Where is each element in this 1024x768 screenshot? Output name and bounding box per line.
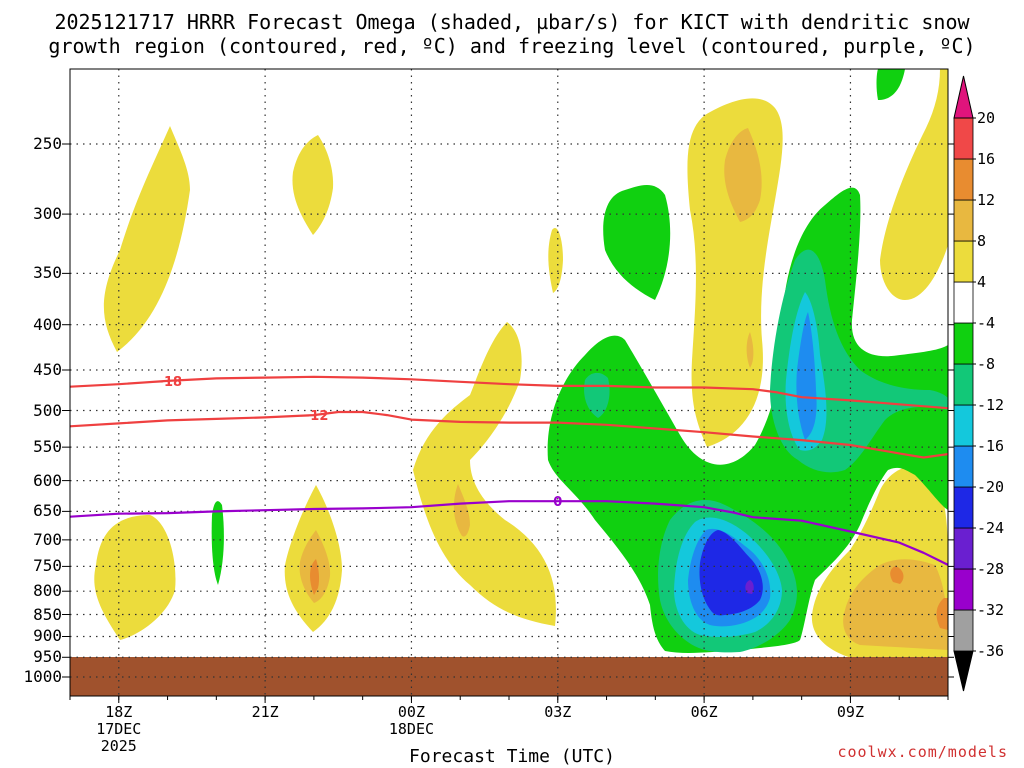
omega-region-20z bbox=[211, 501, 224, 585]
colorbar-segment bbox=[953, 568, 974, 611]
colorbar-level-label: -28 bbox=[977, 560, 1005, 578]
chart-title-line-2: growth region (contoured, red, ºC) and f… bbox=[48, 34, 976, 58]
y-tick-label: 550 bbox=[33, 437, 62, 457]
ground-terrain bbox=[70, 657, 948, 696]
colorbar-segment bbox=[953, 445, 974, 488]
omega-region-07z-purple bbox=[745, 580, 754, 594]
y-tick-label: 750 bbox=[33, 556, 62, 576]
y-tick-label: 950 bbox=[33, 647, 62, 667]
omega-region-10z-green bbox=[876, 69, 905, 100]
colorbar-level-label: -24 bbox=[977, 519, 1005, 537]
omega-region-21z-upper bbox=[292, 135, 334, 235]
colorbar-level-label: 4 bbox=[977, 273, 987, 291]
x-axis-label: Forecast Time (UTC) bbox=[409, 746, 615, 767]
x-tick-label: 21Z bbox=[251, 703, 279, 721]
x-tick-label: 00Z bbox=[397, 703, 425, 721]
colorbar-segment bbox=[953, 527, 974, 570]
x-tick-sub2: 2025 bbox=[100, 737, 137, 755]
grid-lines bbox=[70, 69, 948, 696]
y-tick-label: 700 bbox=[33, 529, 62, 549]
omega-region-06z-core bbox=[724, 128, 762, 222]
colorbar-segment bbox=[953, 240, 974, 283]
colorbar bbox=[953, 75, 976, 692]
y-tick-label: 500 bbox=[33, 400, 62, 420]
colorbar-segment bbox=[953, 609, 974, 652]
omega-region-03z-thin bbox=[548, 228, 563, 293]
colorbar-level-label: -36 bbox=[977, 642, 1005, 660]
colorbar-segment bbox=[953, 281, 974, 324]
x-tick-label: 06Z bbox=[690, 703, 718, 721]
omega-region-04z-upper bbox=[603, 185, 671, 300]
y-tick-label: 600 bbox=[33, 470, 62, 490]
colorbar-level-label: 20 bbox=[977, 109, 996, 127]
x-tick-sub1: 17DEC bbox=[96, 720, 142, 738]
colorbar-level-label: -32 bbox=[977, 601, 1005, 619]
y-tick-label: 900 bbox=[33, 626, 62, 646]
colorbar-level-label: -12 bbox=[977, 396, 1005, 414]
credit-text: coolwx.com/models bbox=[837, 743, 1008, 761]
omega-region-03z-teal bbox=[584, 372, 610, 418]
colorbar-level-label: -20 bbox=[977, 478, 1005, 496]
chart-title-line-1: 2025121717 HRRR Forecast Omega (shaded, … bbox=[54, 10, 970, 34]
y-axis bbox=[62, 143, 954, 678]
colorbar-segment bbox=[953, 486, 974, 529]
omega-region-10z-mid bbox=[843, 559, 948, 650]
contour-label: 0 bbox=[553, 495, 562, 510]
x-tick-label: 18Z bbox=[105, 703, 133, 721]
x-tick-label: 03Z bbox=[544, 703, 572, 721]
omega-region-18z-upper bbox=[103, 126, 190, 352]
contour-label: −12 bbox=[299, 409, 328, 424]
y-tick-label: 350 bbox=[33, 263, 62, 283]
y-tick-label: 400 bbox=[33, 314, 62, 334]
colorbar-level-label: -4 bbox=[977, 314, 996, 332]
plot-area: −18 −12 0 bbox=[70, 69, 948, 696]
colorbar-level-label: 12 bbox=[977, 191, 996, 209]
colorbar-level-label: -16 bbox=[977, 437, 1005, 455]
contour-line bbox=[70, 410, 948, 459]
y-tick-label: 250 bbox=[33, 134, 62, 153]
colorbar-level-label: -8 bbox=[977, 355, 996, 373]
y-tick-label: 450 bbox=[33, 359, 62, 379]
y-tick-label: 800 bbox=[33, 581, 62, 601]
colorbar-segment bbox=[953, 158, 974, 201]
x-tick-label: 09Z bbox=[836, 703, 864, 721]
omega-region-03z-band bbox=[547, 187, 948, 653]
omega-region-01z-core bbox=[453, 484, 470, 537]
contour-lines: −18 −12 0 bbox=[70, 375, 948, 566]
omega-region-10z-upper bbox=[880, 69, 948, 300]
omega-region-22z-peak bbox=[310, 559, 320, 595]
colorbar-segment bbox=[953, 322, 974, 365]
omega-region-06z-small bbox=[746, 332, 754, 368]
contour-label: −18 bbox=[153, 375, 182, 390]
omega-shading bbox=[94, 69, 948, 660]
omega-region-18z-low bbox=[94, 515, 176, 640]
colorbar-segment bbox=[953, 404, 974, 447]
omega-region-01z bbox=[413, 322, 556, 626]
colorbar-upper-extend bbox=[953, 75, 974, 119]
omega-region-06z-dark bbox=[699, 530, 763, 616]
y-tick-label: 650 bbox=[33, 501, 62, 521]
x-axis bbox=[69, 696, 949, 703]
colorbar-segment bbox=[953, 117, 974, 160]
x-tick-sub1: 18DEC bbox=[388, 720, 435, 738]
colorbar-segment bbox=[953, 199, 974, 242]
omega-region-10z-peak bbox=[890, 566, 904, 584]
colorbar-level-label: 8 bbox=[977, 232, 987, 250]
y-tick-label: 300 bbox=[33, 204, 62, 224]
contour-line bbox=[70, 375, 948, 410]
contour-line bbox=[70, 500, 948, 566]
colorbar-lower-extend bbox=[953, 650, 974, 692]
omega-region-08z-blue bbox=[796, 312, 817, 440]
y-tick-label: 1000 bbox=[23, 667, 62, 686]
colorbar-level-label: 16 bbox=[977, 150, 996, 168]
colorbar-segment bbox=[953, 363, 974, 406]
y-tick-label: 850 bbox=[33, 604, 62, 624]
